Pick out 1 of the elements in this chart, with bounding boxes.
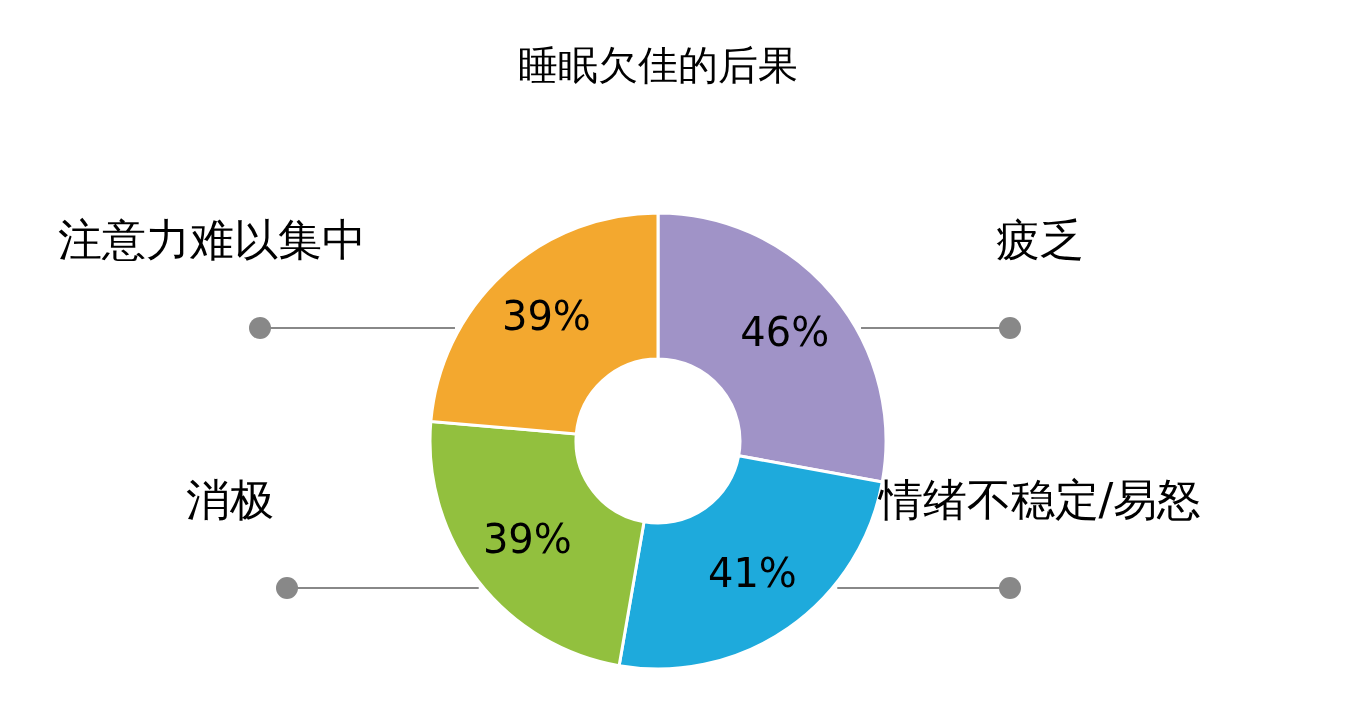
title: 睡眠欠佳的后果 (518, 42, 798, 88)
